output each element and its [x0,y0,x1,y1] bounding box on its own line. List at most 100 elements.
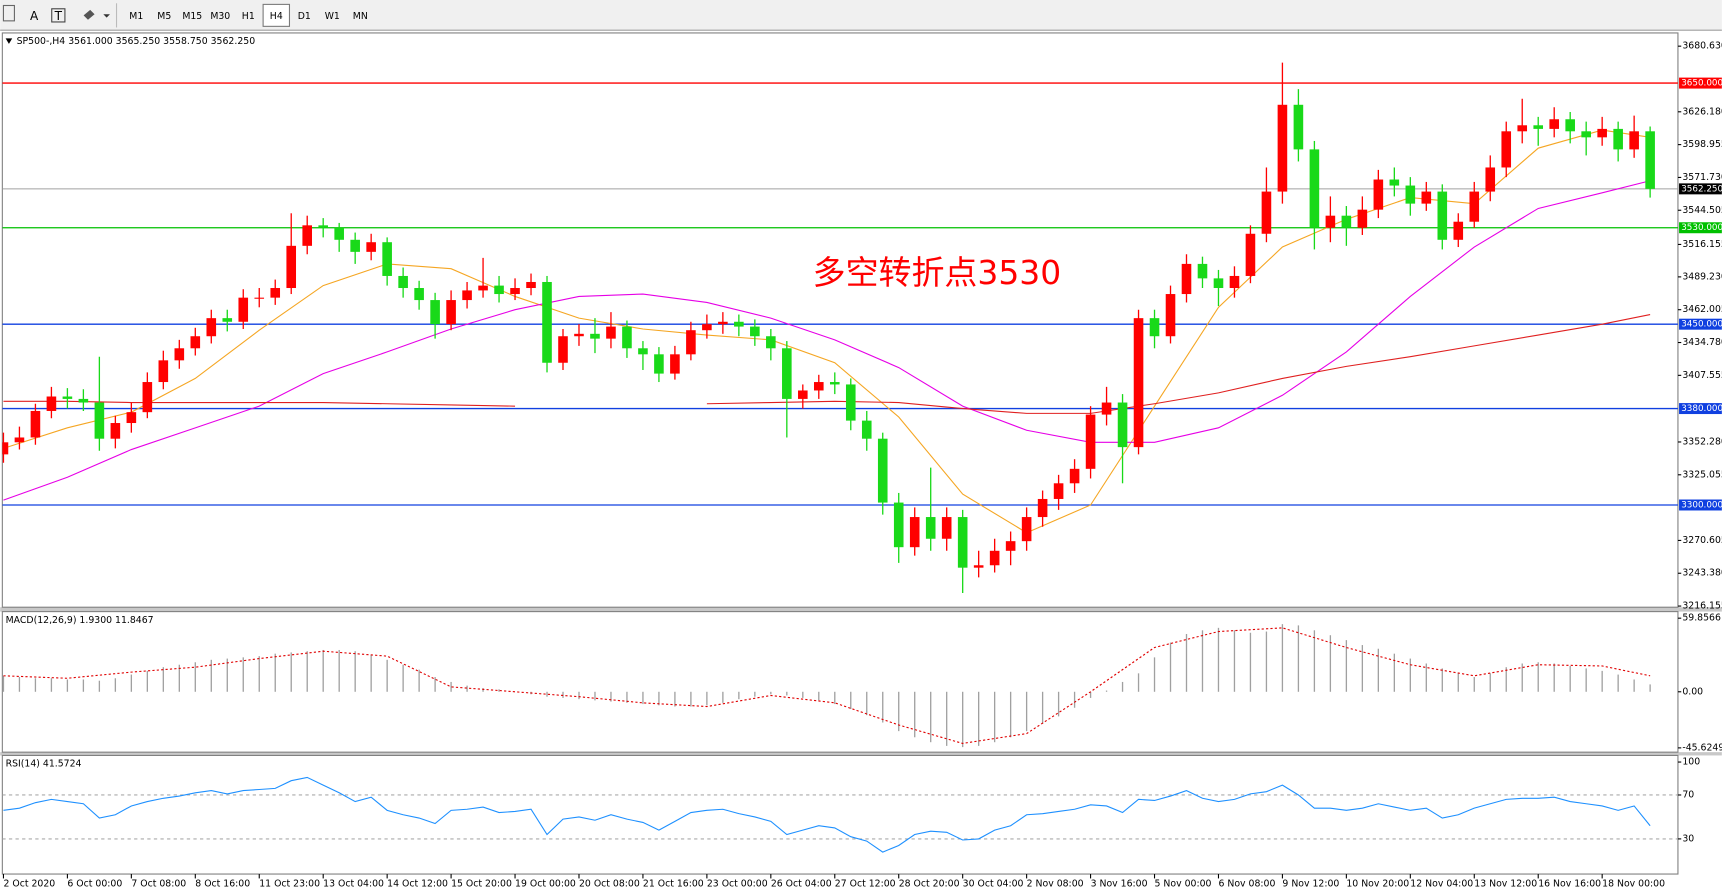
macd-bar [898,691,900,732]
macd-bar [786,691,788,696]
macd-bar [754,691,756,697]
candle-body [638,348,648,355]
y-tick-label: 30 [1682,833,1694,844]
candle-body [1597,128,1607,138]
macd-bar [722,691,724,703]
x-tick-label: 13 Nov 12:00 [1474,878,1537,889]
timeframe-button[interactable]: H4 [270,11,283,22]
macd-bar [1153,657,1156,692]
timeframe-button[interactable]: MN [353,11,368,22]
timeframe-button[interactable]: M1 [129,11,143,22]
macd-bar [1569,665,1571,692]
candle-body [782,348,792,399]
plots: 多空转折点3530 [2,62,1678,853]
candle-body [718,321,728,325]
candle-body [654,354,664,374]
toolbar-icon[interactable] [83,9,95,20]
candle-body [622,326,632,349]
toolbar-icon-label[interactable]: T [54,9,63,23]
timeframe-button[interactable]: M5 [157,11,171,22]
x-tick-label: 12 Nov 04:00 [1410,878,1473,889]
x-tick-label: 18 Nov 00:00 [1602,878,1665,889]
candle-body [222,318,233,322]
candle-body [1437,191,1448,240]
x-tick-label: 26 Oct 04:00 [771,878,832,889]
y-tick-label: 3434.780 [1682,337,1722,348]
timeframe-button[interactable]: M15 [182,11,202,22]
candle-body [574,333,584,337]
macd-bar [1265,631,1268,692]
macd-bar [1041,691,1044,724]
x-tick-label: 2 Oct 2020 [3,878,55,889]
y-tick-label: 3516.155 [1682,239,1722,250]
macd-bar [1345,640,1348,692]
x-tick-label: 6 Oct 00:00 [67,878,122,889]
candle-body [686,330,696,355]
candle-body [766,336,776,349]
toolbar-icon-label[interactable]: A [30,9,39,23]
y-tick-label: 59.8566 [1682,613,1721,624]
macd-bar [50,678,53,692]
macd-bar [1361,645,1364,692]
macd-bar [1201,630,1204,692]
toolbar-bg [658,0,1722,31]
macd-bar [626,691,628,703]
candle-body [1341,215,1352,228]
candle-body [350,239,360,252]
macd-bar [1313,630,1316,692]
macd-bar [258,656,260,692]
macd-bar [1169,642,1172,692]
candle-body [446,300,456,325]
candle-body [174,348,185,361]
macd-bar [1185,633,1188,692]
macd-bar [1393,653,1395,692]
macd-bar [466,685,468,692]
timeframe-button[interactable]: W1 [325,11,340,22]
macd-bar [226,658,228,692]
candle-body [30,410,41,438]
timeframe-button[interactable]: D1 [298,11,311,22]
macd-bar [1521,663,1523,692]
timeframe-active [262,3,291,27]
macd-bar [66,679,69,692]
candle-body [1165,294,1176,337]
macd-bar [338,649,340,692]
macd-bar [1537,662,1539,692]
candle-body [430,300,440,325]
candle-body [126,412,137,424]
candle-body [734,321,744,327]
level-label: 3530.000 [1681,223,1722,233]
candle-body [845,384,856,421]
candle-body [1501,131,1512,168]
candle-body [1213,278,1224,289]
candle-body [1245,233,1256,276]
macd-bar [98,680,101,692]
toolbar-icon[interactable] [51,8,66,23]
candle-body [1181,263,1192,295]
macd-bar [114,678,117,692]
panel-splitter [0,752,1722,756]
last-price-label: 3562.250 [1681,184,1722,194]
level-tag [1679,222,1722,234]
candle-body [1549,119,1559,129]
candle-body [1021,517,1032,542]
candle-body [414,288,424,301]
macd-bar [1489,673,1491,692]
timeframe-button[interactable]: H1 [242,11,255,22]
x-tick-label: 5 Nov 00:00 [1155,878,1212,889]
candle-body [1405,185,1416,204]
x-tick-label: 11 Oct 23:00 [259,878,320,889]
macd-bar [594,691,596,701]
macd-bar [1297,625,1300,692]
toolbar-icon[interactable] [2,4,15,22]
candle-body [1565,119,1575,132]
macd-bar [130,674,133,692]
toolbar: A T M1 M5 M15 M30 H1 H4 D1 W1 MN [0,0,1722,31]
last-price-tag [1679,183,1722,195]
candle-body [1325,215,1336,228]
toolbar-icon[interactable] [103,14,110,18]
candle-body [702,324,712,331]
timeframe-button[interactable]: M30 [210,11,230,22]
macd-bar [1137,673,1140,692]
macd-bar [1585,668,1587,692]
